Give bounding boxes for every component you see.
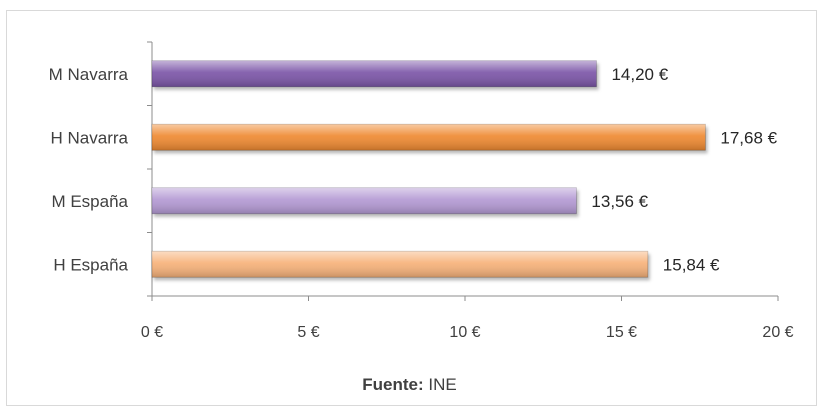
data-label: 14,20 € xyxy=(611,65,668,84)
source-label: Fuente: xyxy=(362,375,424,394)
x-tick-label: 5 € xyxy=(297,324,319,341)
source-note: Fuente: INE xyxy=(0,375,819,395)
data-label: 15,84 € xyxy=(663,255,720,274)
data-label: 13,56 € xyxy=(591,192,648,211)
bar-highlight xyxy=(152,124,706,151)
bar-highlight xyxy=(152,251,648,278)
data-label: 17,68 € xyxy=(720,128,777,147)
x-tick-label: 0 € xyxy=(141,324,163,341)
x-tick-label: 10 € xyxy=(449,324,480,341)
category-label: H Navarra xyxy=(51,128,129,147)
category-label: M Navarra xyxy=(49,65,129,84)
x-tick-label: 20 € xyxy=(762,324,793,341)
category-label: H España xyxy=(53,255,128,274)
category-label: M España xyxy=(51,192,128,211)
bar-highlight xyxy=(152,187,577,214)
x-tick-label: 15 € xyxy=(606,324,637,341)
source-value: INE xyxy=(428,375,457,394)
bar-highlight xyxy=(152,60,597,87)
